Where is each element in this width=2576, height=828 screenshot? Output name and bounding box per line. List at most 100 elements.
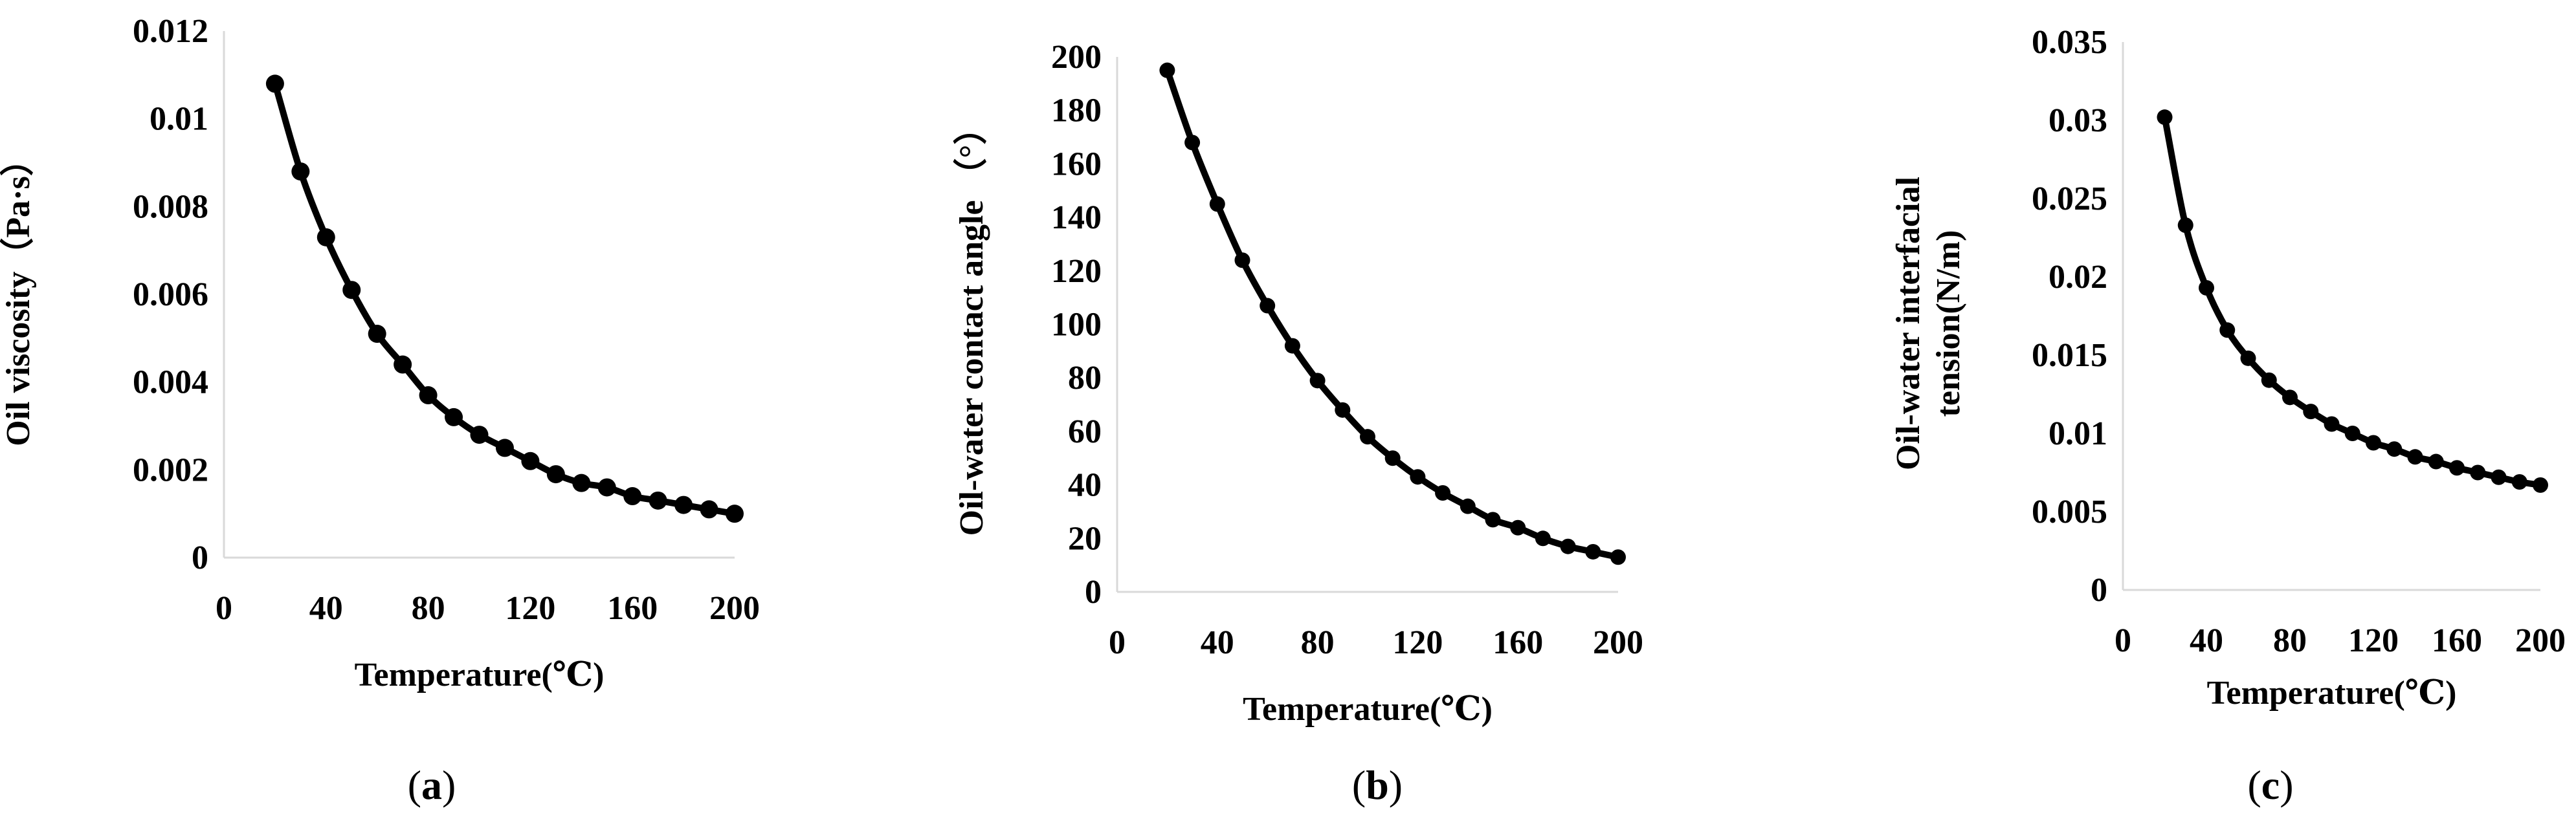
data-point	[2386, 441, 2403, 457]
chart-panel-a: 0 0.002 0.004 0.006 0.008 0.01 0.012 0 40 80 120 16…	[0, 13, 760, 808]
y-tick-label: 80	[1068, 360, 1102, 397]
x-tick-label: 0	[2115, 622, 2131, 659]
data-point	[546, 465, 565, 484]
x-axis-title: Temperature(℃)	[355, 657, 605, 693]
x-tick-label: 80	[2273, 622, 2307, 659]
data-point	[1435, 485, 1451, 501]
x-tick-label: 40	[309, 590, 343, 627]
data-point	[1485, 512, 1501, 528]
data-point	[674, 496, 693, 514]
data-point	[1585, 543, 1601, 560]
panel-caption: (c)	[2247, 762, 2293, 808]
x-axis-title: Temperature(℃)	[2207, 675, 2457, 712]
data-point	[2366, 435, 2381, 451]
data-point	[700, 500, 718, 519]
data-point	[419, 386, 438, 405]
data-point	[1535, 530, 1551, 547]
x-tick-label: 160	[1493, 624, 1543, 661]
y-tick-label: 180	[1051, 93, 1102, 129]
x-tick-label: 120	[2348, 622, 2399, 659]
x-tick-label: 200	[709, 590, 760, 627]
y-tick-label: 0.01	[150, 101, 208, 138]
data-point	[2261, 372, 2277, 388]
y-tick-label: 40	[1068, 467, 1102, 504]
y-tick-label: 0.02	[2049, 259, 2107, 296]
data-point	[342, 281, 361, 300]
data-point	[521, 452, 540, 470]
x-tick-label: 80	[412, 590, 445, 627]
data-point	[394, 355, 412, 374]
data-point	[597, 478, 616, 497]
panel-caption: (b)	[1352, 762, 1403, 808]
y-tick-label: 200	[1051, 39, 1102, 76]
data-point	[2240, 350, 2256, 366]
data-point	[2303, 404, 2319, 420]
data-point	[2491, 469, 2507, 485]
data-point	[1209, 196, 1225, 212]
y-tick-label: 60	[1068, 413, 1102, 450]
data-point	[495, 439, 514, 457]
data-point	[1510, 519, 1526, 536]
data-point	[2511, 474, 2527, 490]
y-tick-label: 0	[2091, 572, 2107, 609]
data-point	[2344, 426, 2360, 441]
y-tick-label: 0.004	[133, 364, 208, 401]
y-tick-label: 0.015	[2032, 337, 2107, 374]
y-tick-label: 0	[1085, 574, 1102, 611]
y-tick-label: 20	[1068, 520, 1102, 557]
data-point	[1284, 338, 1300, 354]
x-tick-label: 80	[1301, 624, 1335, 661]
x-axis-title: Temperature(℃)	[1243, 691, 1493, 728]
data-point	[368, 325, 386, 343]
data-point	[1184, 135, 1201, 151]
data-point	[2324, 416, 2340, 432]
data-point	[1360, 429, 1375, 445]
chart-panel-b: 0 20 40 60 80 100 120 140 160 180 200 0 40 80 120 160 20…	[953, 39, 1643, 808]
y-tick-label: 0.012	[133, 13, 208, 50]
y-axis-title: Oil-water interfacialtension(N/m)	[1890, 177, 1967, 470]
y-axis-title: Oil-water contact angle （°）	[953, 111, 990, 536]
data-point	[291, 162, 310, 181]
data-point	[1610, 549, 1626, 565]
data-point	[2219, 322, 2236, 338]
x-tick-label: 200	[2515, 622, 2566, 659]
x-tick-label: 160	[2432, 622, 2482, 659]
data-point	[1460, 498, 1476, 514]
x-tick-label: 0	[1109, 624, 1126, 661]
data-point	[2282, 389, 2298, 406]
data-point	[2199, 279, 2214, 296]
y-axis-title: Oil viscosity（Pa·s）	[0, 142, 37, 446]
x-tick-label: 40	[1201, 624, 1234, 661]
x-tick-label: 200	[1593, 624, 1643, 661]
data-point	[2449, 460, 2465, 476]
data-point	[1560, 538, 1576, 554]
y-tick-label: 0.01	[2049, 415, 2107, 452]
data-point	[572, 474, 591, 492]
data-point	[726, 505, 744, 523]
y-tick-label: 100	[1051, 307, 1102, 343]
data-point	[1234, 252, 1250, 268]
data-point	[2428, 453, 2444, 470]
y-tick-label: 0.006	[133, 276, 208, 313]
data-point	[2533, 477, 2548, 493]
data-point	[470, 426, 489, 444]
y-tick-label: 0.035	[2032, 24, 2107, 61]
data-point	[1410, 469, 1426, 485]
y-tick-label: 0.025	[2032, 180, 2107, 217]
y-tick-label: 160	[1051, 146, 1102, 182]
y-tick-label: 120	[1051, 253, 1102, 290]
data-point	[2407, 449, 2423, 465]
data-point	[1335, 402, 1351, 418]
data-point	[1260, 298, 1276, 314]
y-tick-label: 140	[1051, 199, 1102, 236]
data-point	[265, 74, 284, 93]
series-line	[1164, 67, 1621, 561]
data-point	[649, 491, 667, 510]
data-point	[445, 408, 463, 426]
data-point	[1159, 62, 1175, 78]
x-tick-label: 120	[1392, 624, 1443, 661]
data-point	[2470, 464, 2486, 481]
x-tick-label: 0	[216, 590, 232, 627]
data-point	[1309, 373, 1326, 389]
